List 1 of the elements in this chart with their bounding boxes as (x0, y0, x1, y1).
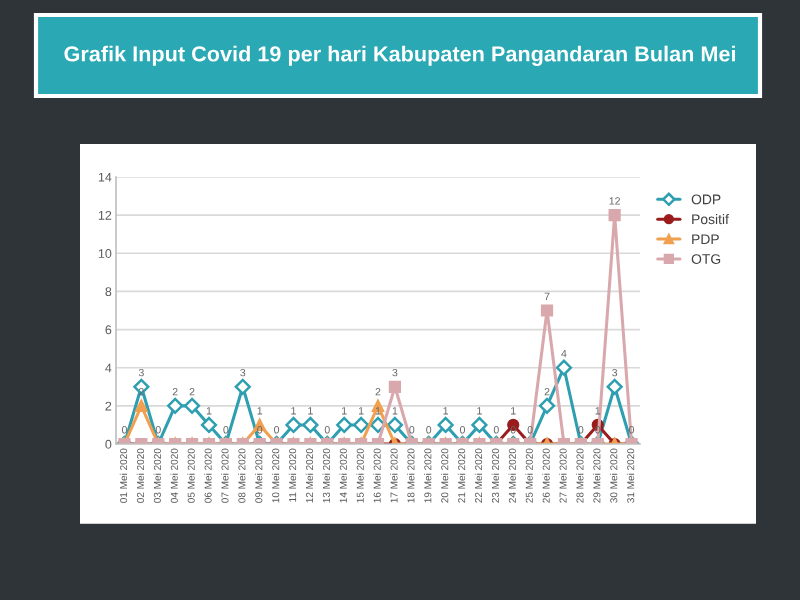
chart-title: Grafik Input Covid 19 per hari Kabupaten Pangandaran Bulan Mei (64, 45, 735, 66)
